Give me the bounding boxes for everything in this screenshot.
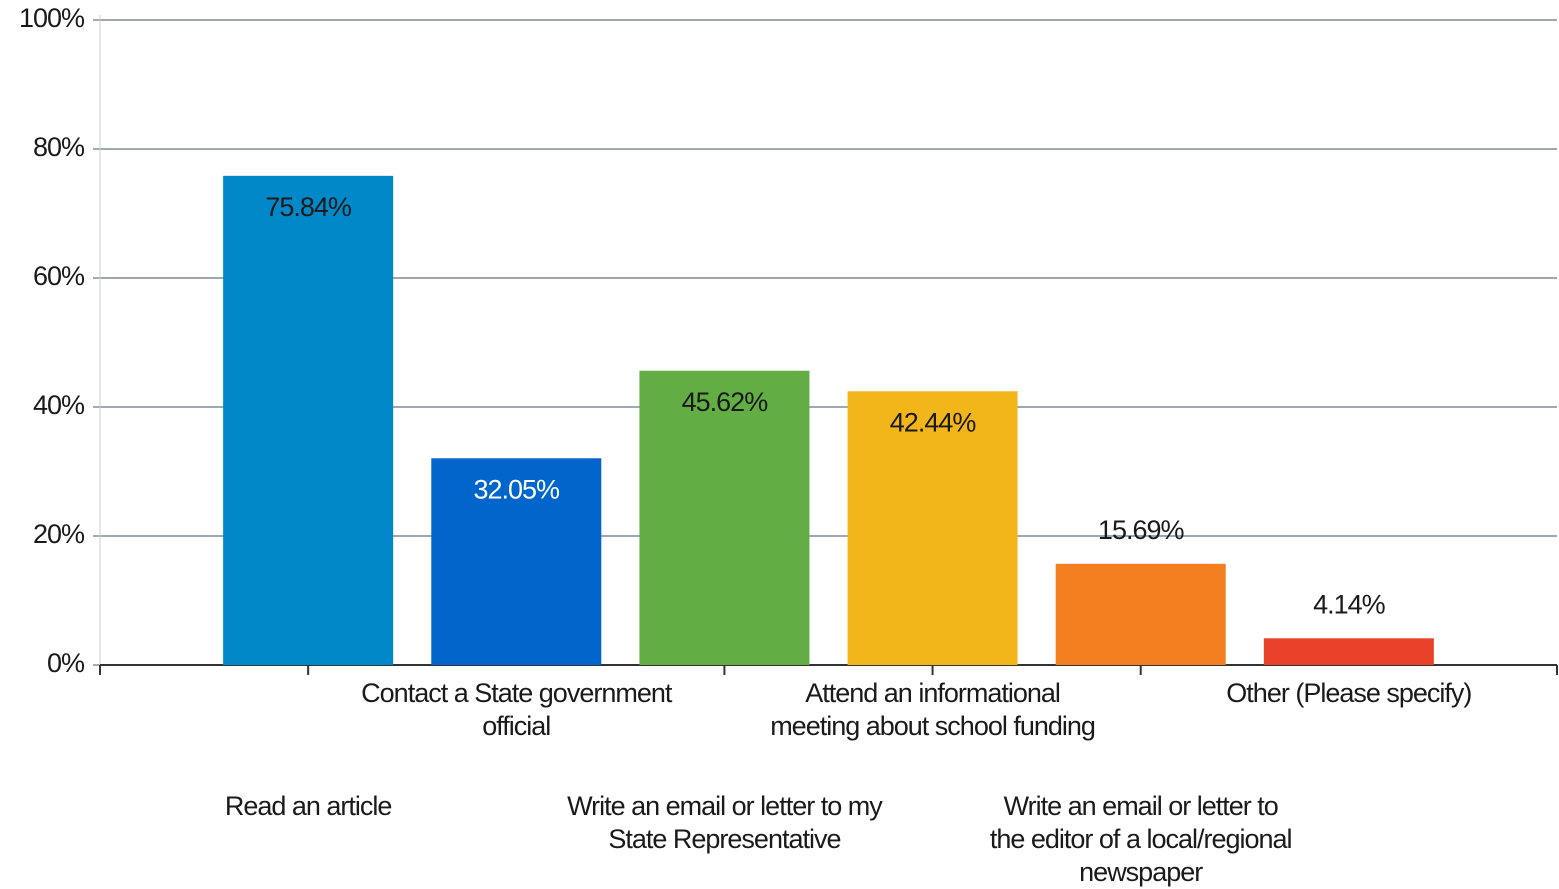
- y-tick-label: 60%: [33, 261, 85, 291]
- value-label: 15.69%: [1098, 515, 1185, 545]
- y-tick-label: 100%: [19, 3, 85, 33]
- x-tick-label: Attend an informational meeting about sch…: [770, 678, 1095, 741]
- value-label: 75.84%: [265, 192, 352, 222]
- bar: [431, 458, 602, 665]
- x-tick-label: Write an email or letter to the editor of…: [990, 791, 1292, 887]
- y-tick-label: 80%: [33, 132, 85, 162]
- value-label: 45.62%: [682, 387, 769, 417]
- value-label: 4.14%: [1313, 589, 1386, 619]
- bar: [639, 370, 810, 665]
- bar: [223, 175, 394, 665]
- x-tick-label: Other (Please specify): [1226, 678, 1471, 708]
- bar: [1055, 563, 1226, 665]
- x-tick-label: Read an article: [225, 791, 392, 821]
- value-label: 32.05%: [473, 474, 560, 504]
- x-tick-label: Write an email or letter to my State Repr…: [567, 791, 883, 854]
- x-tick-label: Contact a State government official: [361, 678, 673, 741]
- value-label: 42.44%: [890, 407, 977, 437]
- y-tick-label: 20%: [33, 519, 85, 549]
- y-tick-label: 0%: [47, 648, 85, 678]
- bar: [1263, 638, 1434, 665]
- bar: [847, 391, 1018, 665]
- y-tick-label: 40%: [33, 390, 85, 420]
